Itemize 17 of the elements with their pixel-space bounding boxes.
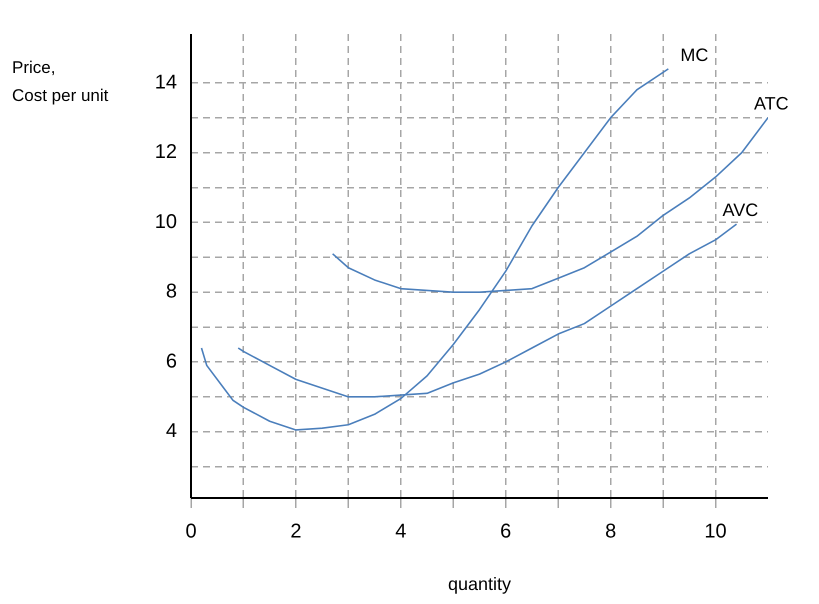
y-tick-label: 6 — [166, 350, 177, 372]
series-label: MC — [680, 44, 708, 65]
y-tick-label: 10 — [154, 210, 177, 233]
x-tick-label: 0 — [185, 520, 197, 543]
y-tick-label: 14 — [154, 71, 177, 94]
x-axis-title: quantity — [448, 574, 512, 594]
y-axis-title: Price, Cost per unit — [12, 58, 109, 106]
y-tick-label: 4 — [166, 420, 177, 442]
x-tick-label: 10 — [704, 520, 727, 543]
series-label: ATC — [754, 94, 789, 114]
y-tick-label: 12 — [154, 141, 177, 164]
x-tick-label: 6 — [500, 520, 512, 543]
x-tick-label: 4 — [395, 520, 406, 543]
x-tick-label: 2 — [290, 520, 302, 543]
series-label: AVC — [722, 200, 758, 220]
x-tick-label: 8 — [605, 520, 616, 543]
y-tick-label: 8 — [166, 280, 177, 303]
